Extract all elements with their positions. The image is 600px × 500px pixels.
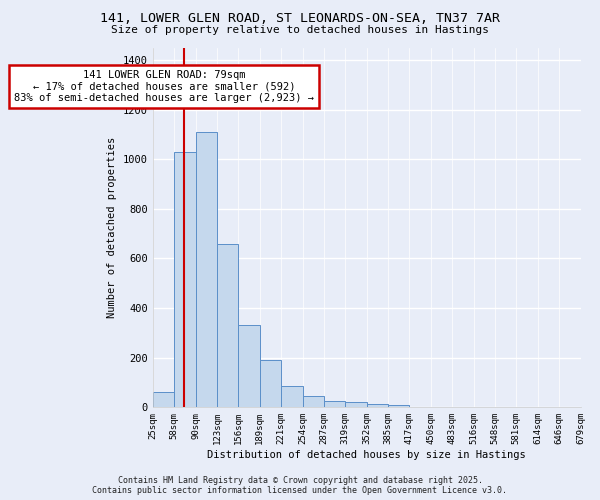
Bar (260, 360, 281, 408)
Bar (217, 244, 238, 408)
Text: Contains HM Land Registry data © Crown copyright and database right 2025.
Contai: Contains HM Land Registry data © Crown c… (92, 476, 508, 495)
Bar (388, 405, 409, 407)
Text: Size of property relative to detached houses in Hastings: Size of property relative to detached ho… (111, 25, 489, 35)
Bar (281, 386, 302, 407)
Bar (174, 152, 196, 408)
Y-axis label: Number of detached properties: Number of detached properties (107, 137, 118, 318)
Bar (302, 396, 324, 407)
Bar (346, 402, 367, 407)
Bar (153, 392, 174, 407)
Bar (196, 132, 217, 407)
Bar (238, 326, 260, 407)
Text: 141 LOWER GLEN ROAD: 79sqm
← 17% of detached houses are smaller (592)
83% of sem: 141 LOWER GLEN ROAD: 79sqm ← 17% of deta… (14, 70, 314, 103)
Bar (324, 401, 346, 407)
X-axis label: Distribution of detached houses by size in Hastings: Distribution of detached houses by size … (208, 450, 526, 460)
Text: 141, LOWER GLEN ROAD, ST LEONARDS-ON-SEA, TN37 7AR: 141, LOWER GLEN ROAD, ST LEONARDS-ON-SEA… (100, 12, 500, 26)
Bar (367, 404, 388, 407)
